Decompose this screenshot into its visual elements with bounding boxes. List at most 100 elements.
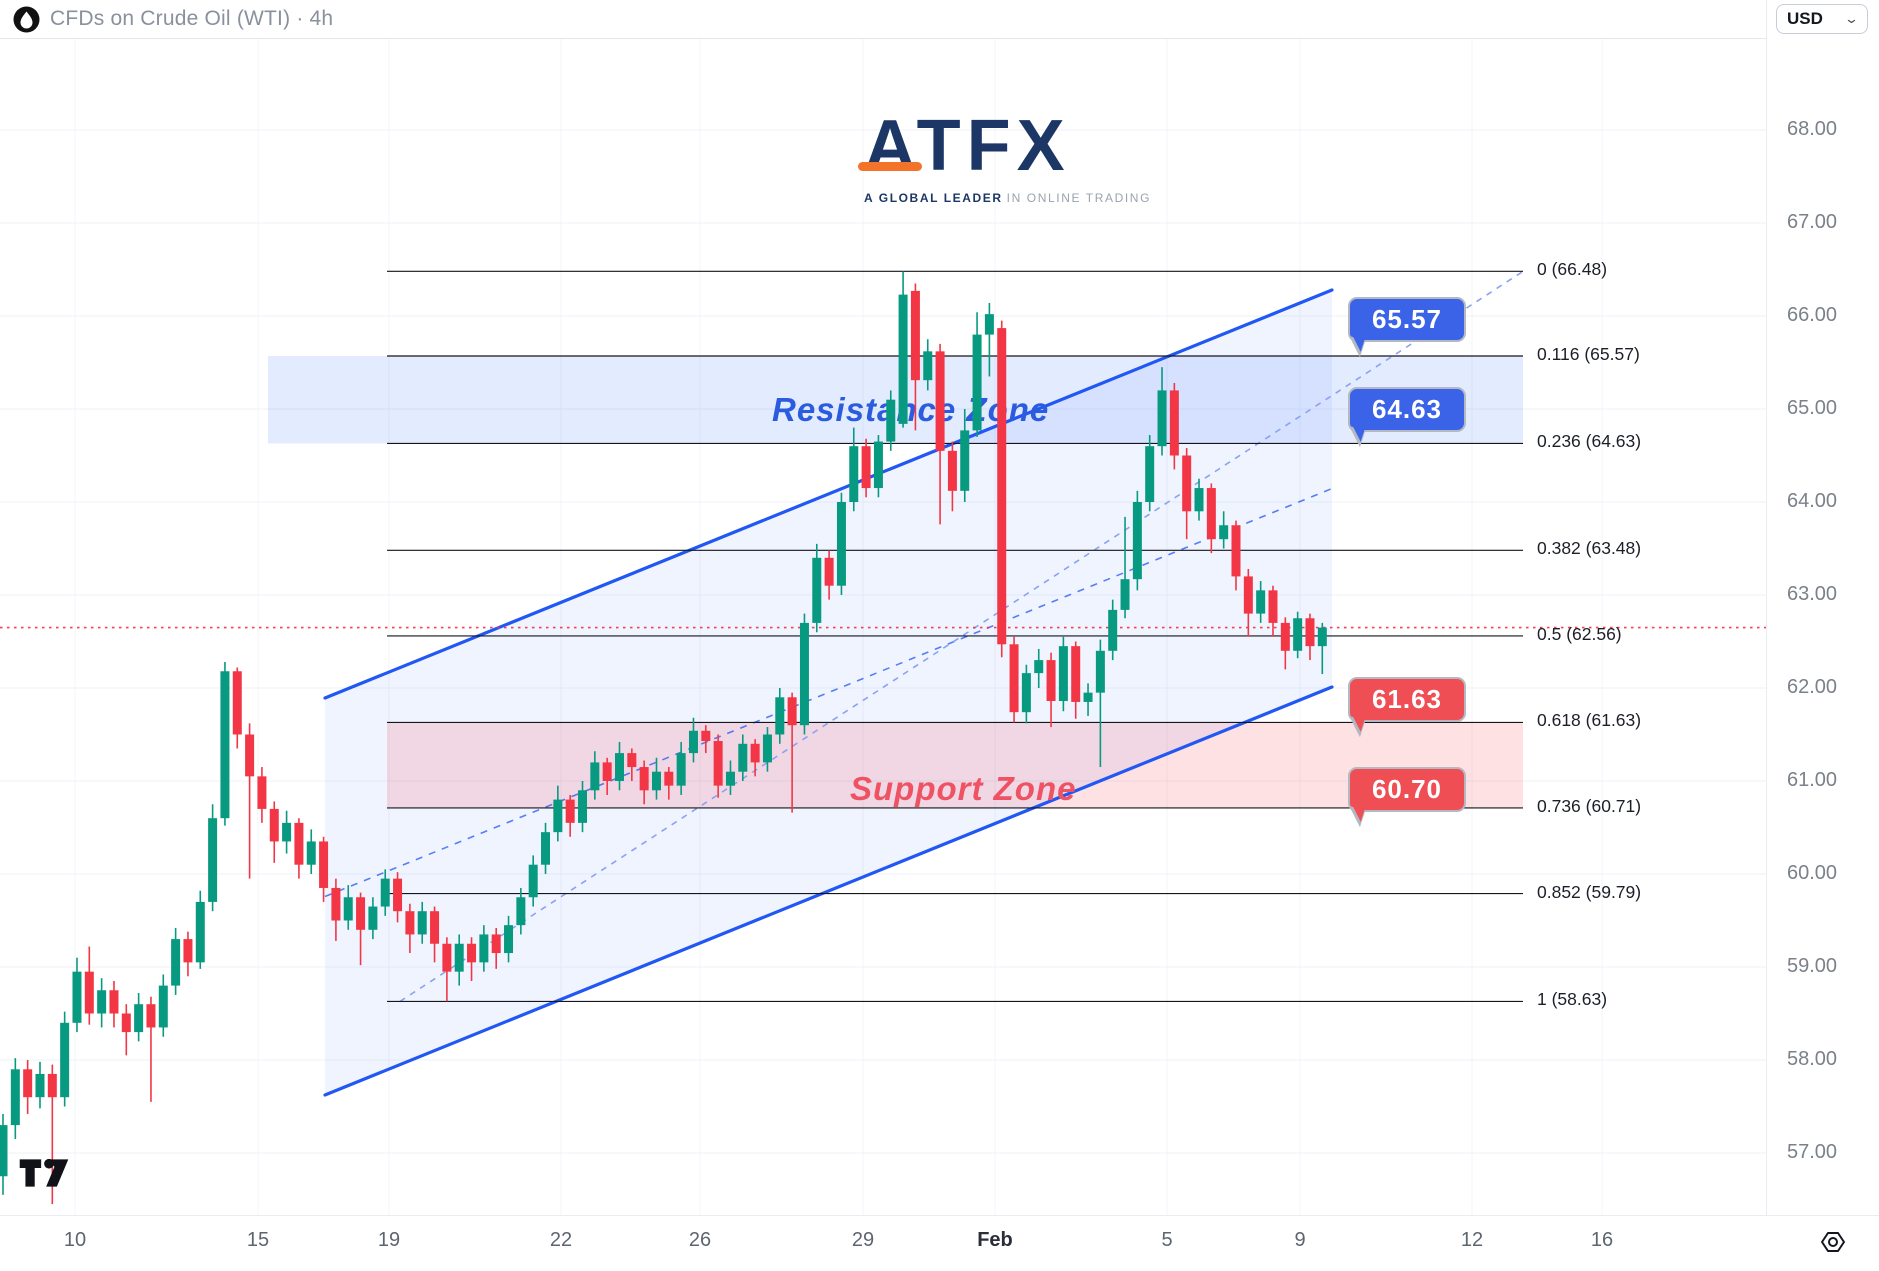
candle-body <box>1120 579 1130 610</box>
candle-body <box>35 1073 45 1098</box>
candle-body <box>713 741 723 786</box>
y-axis-label: 61.00 <box>1787 769 1838 791</box>
x-axis-label: 29 <box>851 1229 875 1251</box>
chart-canvas[interactable]: Resistance Zone Support Zone <box>0 0 1766 1215</box>
channel-lower-line <box>323 685 1334 1097</box>
fib-level-label: 0.382 (63.48) <box>1537 538 1642 559</box>
y-axis-label: 66.00 <box>1787 304 1838 326</box>
price-callout-value: 60.70 <box>1371 774 1443 804</box>
candle-body <box>183 939 193 963</box>
candle-body <box>72 971 82 1023</box>
fib-level-label: 0 (66.48) <box>1537 259 1608 280</box>
candle-body <box>1280 622 1290 651</box>
candle-body <box>1206 488 1216 540</box>
candle-body <box>1009 644 1019 713</box>
candle-body <box>208 818 218 902</box>
price-scale[interactable]: 68.00 67.00 66.00 65.00 64.00 63.00 62.00 61.00… <box>1766 0 1879 1215</box>
time-scale[interactable]: 10 15 19 22 26 29 Feb 5 9 12 16 <box>0 1215 1879 1271</box>
candle-body <box>491 934 501 954</box>
price-callout-value: 64.63 <box>1371 394 1443 424</box>
candle-body <box>590 762 600 791</box>
candle-body <box>1268 590 1278 623</box>
candle-body <box>121 1013 131 1033</box>
candle-body <box>1046 660 1056 702</box>
candle-body <box>430 911 440 944</box>
x-axis-label: 10 <box>63 1229 87 1251</box>
y-axis-label: 58.00 <box>1787 1048 1838 1070</box>
candle-body <box>910 290 920 381</box>
candle-body <box>1317 627 1327 647</box>
support-zone <box>387 722 1523 808</box>
y-axis-label: 65.00 <box>1787 397 1838 419</box>
candle-body <box>195 901 205 963</box>
x-axis-label: 22 <box>549 1229 573 1251</box>
candle-body <box>824 557 834 586</box>
atfx-orange-bar <box>858 162 922 171</box>
candle-body <box>775 697 785 735</box>
fib-level-label: 0.116 (65.57) <box>1537 343 1640 364</box>
candle-body <box>442 943 452 972</box>
candle-body <box>676 753 686 786</box>
tradingview-logo[interactable] <box>18 1158 70 1188</box>
candle-body <box>701 730 711 742</box>
symbol-title: CFDs on Crude Oil (WTI) · 4h <box>50 7 334 30</box>
channel-upper-line <box>323 288 1334 700</box>
price-callout-value: 65.57 <box>1371 304 1443 334</box>
candle-body <box>1021 673 1031 713</box>
candle-body <box>578 790 588 823</box>
candle-body <box>84 971 94 1014</box>
candle-body <box>356 897 366 930</box>
y-axis-label: 64.00 <box>1787 490 1838 512</box>
candle-body <box>319 841 329 888</box>
x-axis-label: 26 <box>688 1229 712 1251</box>
y-axis-label: 68.00 <box>1787 118 1838 140</box>
zone-label: Support Zone <box>850 770 1076 807</box>
candle-body <box>725 771 735 786</box>
price-callout-61.63[interactable]: 61.63 <box>1343 677 1466 738</box>
x-axis-label: Feb <box>977 1229 1013 1251</box>
price-callout-60.70[interactable]: 60.70 <box>1343 767 1466 828</box>
candlestick-chart: Resistance Zone Support Zone <box>0 38 1766 1215</box>
x-axis-label: 12 <box>1460 1229 1484 1251</box>
atfx-tagline: A GLOBAL LEADER IN ONLINE TRADING <box>864 191 1152 205</box>
candle-body <box>1108 609 1118 651</box>
candle-body <box>97 990 107 1014</box>
candle-body <box>935 351 945 451</box>
candle-body <box>134 1004 144 1033</box>
candle-body <box>1058 646 1068 702</box>
candle-body <box>553 799 563 833</box>
candle-body <box>1132 502 1142 580</box>
chart-header: CFDs on Crude Oil (WTI) · 4h <box>0 0 1766 39</box>
candle-body <box>294 822 304 865</box>
y-axis-label: 67.00 <box>1787 211 1838 233</box>
price-callout-value: 61.63 <box>1371 684 1443 714</box>
candle-body <box>232 671 242 735</box>
gear-icon[interactable] <box>1819 1228 1847 1256</box>
atfx-watermark: ATFX A GLOBAL LEADER IN ONLINE TRADING <box>858 110 1152 205</box>
currency-selector[interactable]: USD ⌄ <box>1776 4 1868 34</box>
fib-level-label: 0.736 (60.71) <box>1537 795 1642 816</box>
candle-body <box>787 697 797 726</box>
atfx-brand-text: ATFX <box>858 110 1114 182</box>
candle-body <box>923 351 933 381</box>
candle-body <box>1169 390 1179 456</box>
candle-body <box>898 294 908 424</box>
candle-body <box>380 878 390 907</box>
candle-body <box>245 734 255 777</box>
candle-body <box>60 1022 70 1098</box>
price-callout-64.63[interactable]: 64.63 <box>1343 387 1466 448</box>
candle-body <box>1305 618 1315 647</box>
candle-body <box>109 990 119 1014</box>
candle-body <box>1182 455 1192 512</box>
candle-body <box>1157 390 1167 447</box>
y-axis-label: 62.00 <box>1787 676 1838 698</box>
price-callout-65.57[interactable]: 65.57 <box>1343 297 1466 358</box>
candle-body <box>1194 488 1204 512</box>
candle-body <box>1293 618 1303 651</box>
candle-body <box>528 864 538 898</box>
candle-body <box>799 622 809 726</box>
x-axis-label: 16 <box>1590 1229 1614 1251</box>
fib-level-label: 0.236 (64.63) <box>1537 431 1642 452</box>
fib-level-label: 0.618 (61.63) <box>1537 710 1642 731</box>
candle-body <box>306 841 316 865</box>
